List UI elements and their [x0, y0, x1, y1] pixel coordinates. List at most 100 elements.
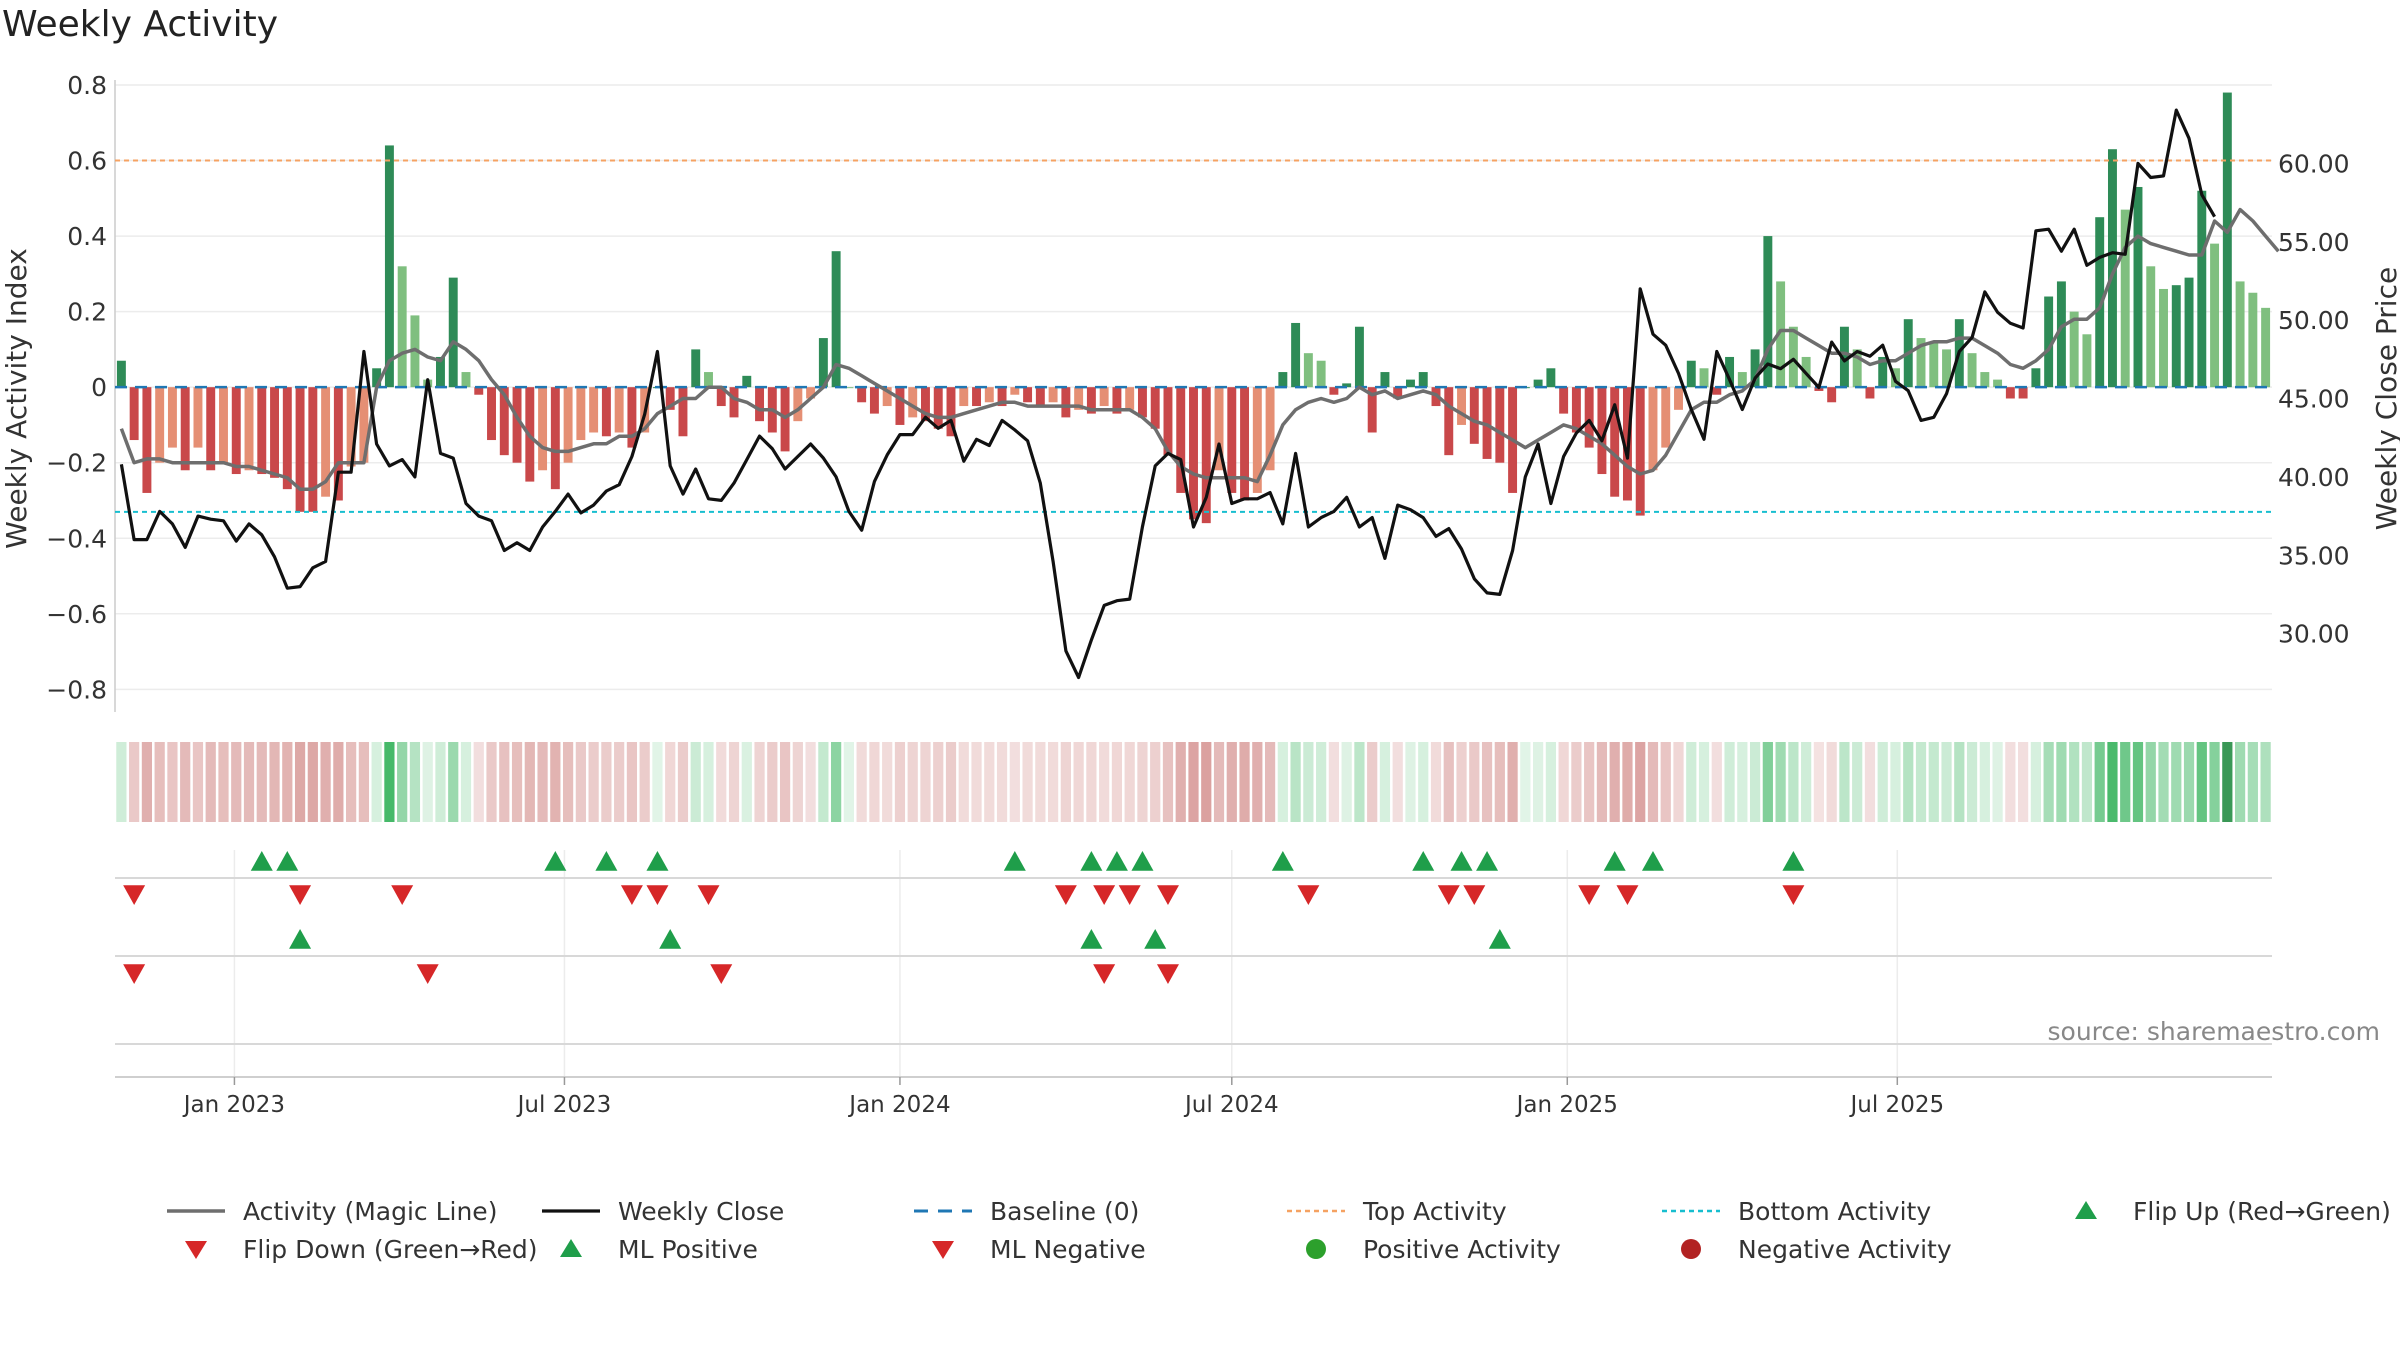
heat-cell	[1533, 742, 1544, 822]
activity-bar	[1495, 387, 1505, 463]
heat-cell	[2030, 742, 2041, 822]
mlpos-legend-icon	[560, 1239, 582, 1257]
activity-bar	[2069, 311, 2079, 388]
activity-bar	[1010, 387, 1020, 395]
weekly-close-line	[119, 108, 2216, 680]
flip-up-marker	[289, 929, 312, 949]
flip-down-marker	[1093, 885, 1116, 905]
heat-cell	[1469, 742, 1480, 822]
heat-cell	[818, 742, 829, 822]
activity-bar	[474, 387, 484, 395]
heat-cell	[2081, 742, 2093, 822]
legend-item: Activity (Magic Line)	[165, 1196, 497, 1226]
heat-cell	[1813, 742, 1825, 822]
activity-bar	[1559, 387, 1569, 414]
heat-cell	[1367, 742, 1378, 822]
flip-down-marker	[1118, 885, 1141, 905]
heat-cell	[1839, 742, 1850, 822]
activity-bar	[2018, 387, 2028, 399]
y2-axis-label: Weekly Close Price	[2370, 267, 2400, 530]
heat-cell	[1341, 742, 1352, 822]
activity-bar	[2184, 277, 2194, 388]
heat-cell	[716, 742, 727, 822]
heat-cell	[1213, 742, 1225, 822]
activity-bar	[308, 387, 318, 512]
source-label: source: sharemaestro.com	[2048, 1017, 2381, 1046]
activity-bar	[435, 356, 445, 388]
activity-bar	[921, 387, 930, 422]
heat-cell	[524, 742, 535, 822]
activity-bar	[882, 387, 892, 407]
activity-bar	[1303, 353, 1313, 388]
activity-bar	[1878, 356, 1888, 388]
heat-cell	[1864, 742, 1876, 822]
heat-cell	[1188, 742, 1199, 822]
heat-cell	[1711, 742, 1722, 822]
magic-legend-icon	[167, 1209, 225, 1213]
activity-bar	[1648, 387, 1658, 471]
activity-bar	[2261, 307, 2271, 388]
heat-cell	[116, 742, 127, 822]
activity-bar	[997, 387, 1007, 407]
activity-bar	[691, 349, 701, 388]
bottom-legend-icon	[1662, 1209, 1720, 1213]
activity-bar	[1201, 387, 1211, 524]
y-tick-label: 0	[91, 373, 107, 402]
flip-up-marker	[1003, 851, 1026, 871]
heat-cell	[1443, 742, 1454, 822]
legend-item: Flip Down (Green→Red)	[165, 1234, 538, 1264]
activity-bar	[1469, 387, 1479, 444]
heat-cell	[243, 742, 255, 822]
heat-cell	[269, 742, 280, 822]
activity-bar	[2159, 288, 2168, 388]
activity-bar	[1406, 379, 1415, 388]
activity-bar	[1776, 281, 1786, 388]
activity-bar	[1163, 387, 1173, 456]
heat-cell	[1494, 742, 1505, 822]
flip-down-marker	[416, 964, 439, 984]
heat-cell	[2171, 742, 2182, 822]
flip-down-marker	[1463, 885, 1486, 905]
activity-bar	[1827, 387, 1837, 403]
activity-bar	[1252, 387, 1262, 493]
activity-bar	[1546, 368, 1556, 388]
activity-bar	[1418, 372, 1428, 388]
heat-cell	[409, 742, 421, 822]
legend-item: Positive Activity	[1285, 1234, 1561, 1264]
activity-bar	[512, 387, 522, 463]
activity-bar	[384, 145, 394, 388]
heat-cell	[167, 742, 178, 822]
flip-up-marker	[1641, 851, 1664, 871]
activity-bar	[206, 387, 216, 471]
activity-bar	[1189, 387, 1198, 520]
mlneg-legend-icon	[932, 1241, 954, 1259]
legend-label: Activity (Magic Line)	[243, 1196, 498, 1226]
heat-cell	[1966, 742, 1978, 822]
activity-bar	[2095, 217, 2105, 388]
activity-bar	[1214, 387, 1224, 471]
activity-bar	[1699, 368, 1709, 388]
heat-cell	[1520, 742, 1531, 822]
y2-tick-label: 50.00	[2278, 306, 2350, 335]
activity-bar	[142, 387, 152, 493]
activity-bar	[359, 387, 369, 463]
heat-cell	[154, 742, 165, 822]
heat-cell	[397, 742, 408, 822]
activity-bar	[1099, 387, 1109, 407]
activity-bar	[793, 387, 803, 422]
activity-bar	[1686, 360, 1696, 388]
heat-cell	[894, 742, 906, 822]
activity-bar	[1865, 387, 1875, 399]
activity-bar	[1393, 387, 1403, 399]
heat-cell	[511, 742, 523, 822]
activity-bar	[972, 387, 981, 407]
activity-bar	[1967, 353, 1977, 388]
heat-cell	[601, 742, 612, 822]
heat-cell	[1622, 742, 1633, 822]
flip-down-marker	[1782, 885, 1805, 905]
heat-cell	[346, 742, 357, 822]
flip-up-marker	[1450, 851, 1473, 871]
heat-cell	[256, 742, 267, 822]
heat-cell	[1252, 742, 1263, 822]
activity-bar	[831, 251, 841, 388]
